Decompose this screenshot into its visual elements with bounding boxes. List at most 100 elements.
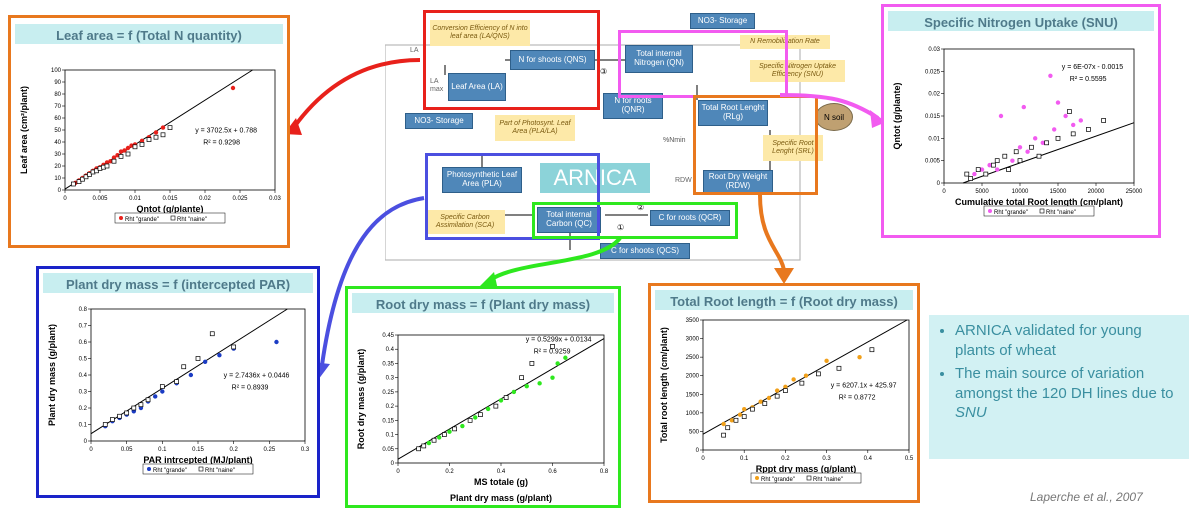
data-point: [750, 406, 755, 412]
trend-equation: y = 0.5299x + 0.0134: [526, 336, 592, 343]
data-point: [426, 440, 432, 446]
bullet-validated: ARNICA validated for young plants of whe…: [955, 321, 1181, 360]
y-tick-label: 500: [689, 429, 700, 435]
part-photo-note: Part of Photosynt. Leaf Area (PLA/LA): [495, 115, 575, 141]
y-tick-label: 0.2: [386, 404, 395, 410]
data-point: [437, 435, 442, 440]
data-point: [758, 399, 763, 404]
data-point: [1033, 136, 1038, 141]
x-tick-label: 0.8: [600, 469, 609, 475]
data-point: [108, 159, 113, 164]
data-point: [188, 372, 194, 378]
step3-label: ③: [600, 67, 608, 76]
data-point: [783, 388, 788, 393]
data-point: [725, 425, 731, 431]
data-point: [1052, 127, 1057, 132]
y-tick-label: 0.03: [928, 47, 940, 53]
spec-n-uptake-note: Specific Nitrogen Uptake Efficiency (SNU…: [750, 60, 845, 82]
trend-r2: R² = 0.8772: [839, 395, 876, 402]
plot-frame: [702, 319, 910, 451]
panel-leaf-area: Leaf area = f (Total N quantity) 0 0.005 0…: [8, 15, 290, 248]
chart-title: Root dry mass = f (Plant dry mass): [375, 297, 591, 312]
y-tick-label: 30: [54, 152, 61, 158]
data-point: [1055, 135, 1061, 141]
y-axis-label: Leaf area (cm²/plant): [19, 86, 29, 174]
data-point: [1040, 140, 1045, 145]
data-point: [416, 446, 421, 452]
n-soil-node: N soil: [815, 103, 853, 131]
bullet-variation-text: The main source of variation amongst the…: [955, 365, 1174, 402]
data-point: [421, 443, 427, 449]
data-point: [511, 389, 517, 395]
data-point: [741, 414, 747, 419]
x-tick-label: 0.005: [92, 196, 108, 202]
trend-equation: y = 6207.1x + 425.97: [831, 383, 897, 390]
n-shoots-node: N for shoots (QNS): [510, 50, 595, 70]
legend-marker-grande: [119, 216, 123, 220]
data-point: [104, 163, 110, 169]
trend-line: [90, 308, 288, 435]
data-point: [452, 426, 458, 432]
x-tick-label: 0: [396, 469, 400, 475]
data-point: [524, 384, 529, 389]
y-tick-label: 60: [54, 116, 61, 122]
chart-leaf-area: 0 0.005 0.01 0.015 0.02 0.025 0.03 0 10 20 30 40 50 6…: [19, 68, 281, 224]
x-tick-label: 5000: [975, 189, 989, 195]
data-point: [979, 167, 985, 172]
data-point: [493, 403, 499, 409]
data-point: [503, 395, 509, 400]
chart-title: Leaf area = f (Total N quantity): [56, 28, 242, 43]
y-axis-label: Qntot (g/plante): [892, 83, 902, 150]
leaf-area-node: Leaf Area (LA): [448, 73, 506, 101]
x-tick-label: 0.25: [263, 447, 275, 453]
data-point: [274, 339, 279, 345]
legend-box: [142, 463, 254, 475]
data-point: [160, 125, 166, 130]
data-point: [1036, 153, 1042, 159]
trend-r2: R² = 0.9298: [203, 139, 240, 146]
la-label: LA: [410, 47, 419, 54]
y-tick-label: 0: [696, 448, 700, 454]
y-tick-label: 0.1: [386, 433, 395, 439]
data-point: [1029, 144, 1034, 150]
data-point: [964, 171, 970, 177]
y-tick-label: 0.45: [382, 333, 394, 339]
data-point: [1067, 109, 1072, 114]
trend-r2: R² = 0.8939: [232, 385, 269, 392]
data-point: [816, 371, 821, 377]
data-point: [721, 421, 726, 427]
y-tick-label: 0.6: [79, 340, 88, 346]
total-nitrogen-node: Total internal Nitrogen (QN): [625, 45, 693, 73]
data-point: [774, 393, 780, 399]
panel-root-dry-mass: Root dry mass = f (Plant dry mass) 0 0.2 0…: [345, 286, 621, 508]
arnica-logo: ARNICA: [540, 163, 650, 193]
legend-marker-naine: [198, 466, 204, 472]
y-tick-label: 0.015: [925, 114, 941, 120]
conversion-efficiency-note: Conversion Efficiency of N into leaf are…: [430, 20, 530, 46]
legend-naine: Rht "naine": [177, 217, 207, 223]
y-tick-label: 0.2: [79, 406, 88, 412]
data-point: [972, 171, 977, 177]
y-tick-label: 0.7: [79, 324, 88, 330]
legend-marker-grande: [988, 209, 992, 213]
data-point: [115, 153, 120, 158]
data-point: [791, 377, 796, 382]
y-tick-label: 100: [51, 68, 62, 74]
rdw-label: RDW: [675, 177, 692, 184]
chart-total-root-length: 0 0.1 0.2 0.3 0.4 0.5 0 500 1000 1500 2000 2500 3000…: [659, 318, 914, 484]
data-point: [231, 344, 237, 350]
x-tick-label: 0.05: [121, 447, 133, 453]
y-tick-label: 10: [54, 176, 61, 182]
x-tick-label: 0: [89, 447, 93, 453]
legend-marker-grande: [147, 467, 151, 471]
y-tick-label: 0.1: [79, 423, 88, 429]
data-point: [138, 402, 144, 408]
y-axis-label: Total root length (cm/plant): [659, 327, 669, 443]
data-point: [124, 410, 130, 416]
data-point: [217, 353, 222, 358]
data-point: [153, 134, 159, 140]
data-point: [983, 171, 989, 177]
data-point: [153, 394, 158, 399]
data-point: [94, 168, 99, 174]
y-tick-label: 0.05: [382, 447, 394, 453]
